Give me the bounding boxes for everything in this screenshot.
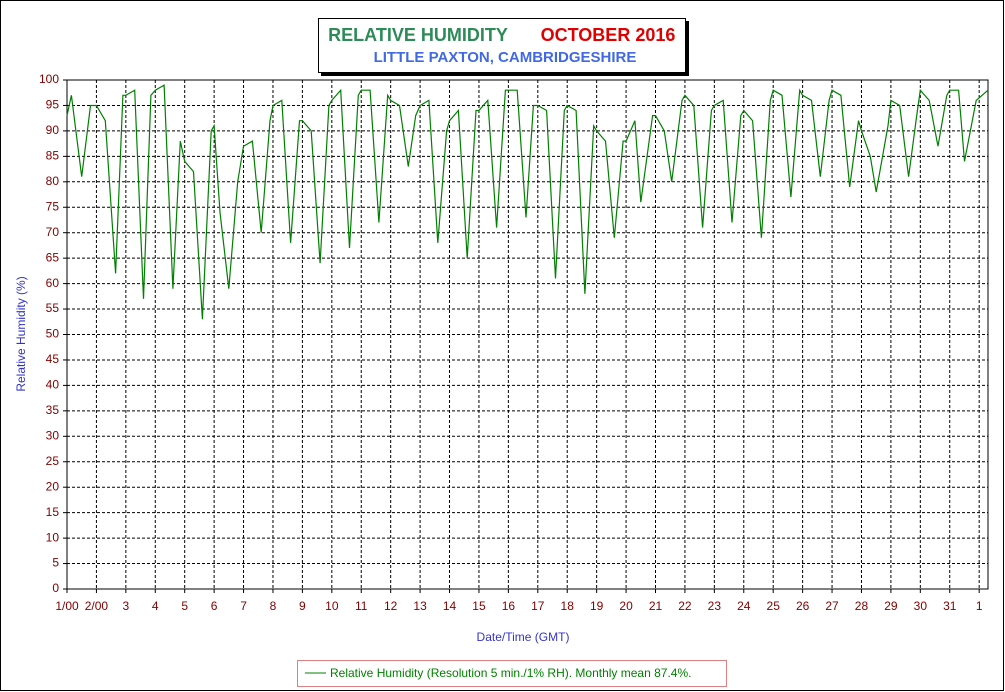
- x-tick-label: 11: [355, 599, 368, 613]
- y-tick-label: 60: [46, 276, 60, 290]
- x-tick-label: 26: [796, 599, 810, 613]
- title-box: [318, 18, 686, 73]
- x-tick-label: 3: [123, 599, 130, 613]
- x-tick-label: 21: [649, 599, 663, 613]
- x-tick-label: 20: [619, 599, 633, 613]
- x-tick-label: 30: [914, 599, 928, 613]
- x-tick-label: 1/00: [55, 599, 79, 613]
- y-tick-label: 55: [46, 301, 60, 315]
- y-tick-label: 30: [46, 428, 60, 442]
- x-tick-label: 5: [181, 599, 188, 613]
- y-axis-label: Relative Humidity (%): [14, 276, 28, 391]
- y-tick-label: 5: [52, 556, 59, 570]
- y-tick-label: 0: [52, 581, 59, 595]
- x-tick-label: 22: [678, 599, 692, 613]
- y-tick-label: 50: [46, 327, 60, 341]
- x-tick-label: 1: [976, 599, 983, 613]
- x-tick-label: 27: [825, 599, 839, 613]
- x-tick-label: 23: [708, 599, 722, 613]
- chart-title: RELATIVE HUMIDITY: [328, 25, 508, 45]
- y-tick-label: 25: [46, 454, 60, 468]
- legend-entry: Relative Humidity (Resolution 5 min./1% …: [330, 666, 691, 680]
- x-tick-label: 6: [211, 599, 218, 613]
- x-tick-label: 29: [884, 599, 898, 613]
- y-tick-label: 75: [46, 199, 60, 213]
- x-tick-label: 8: [270, 599, 277, 613]
- chart-period: OCTOBER 2016: [541, 25, 676, 45]
- chart-subtitle: LITTLE PAXTON, CAMBRIDGESHIRE: [374, 49, 637, 66]
- x-tick-label: 13: [413, 599, 427, 613]
- x-tick-label: 31: [943, 599, 957, 613]
- x-tick-label: 12: [384, 599, 398, 613]
- y-tick-label: 100: [39, 72, 59, 86]
- legend-box: [297, 660, 727, 687]
- y-tick-label: 20: [46, 479, 60, 493]
- x-axis-label: Date/Time (GMT): [477, 630, 570, 644]
- y-tick-label: 90: [46, 123, 60, 137]
- y-tick-label: 70: [46, 225, 60, 239]
- y-tick-label: 45: [46, 352, 60, 366]
- x-tick-label: 10: [325, 599, 339, 613]
- plot-border: [66, 79, 989, 590]
- x-tick-label: 18: [561, 599, 575, 613]
- x-tick-label: 14: [443, 599, 457, 613]
- y-tick-label: 95: [46, 98, 60, 112]
- x-tick-label: 17: [531, 599, 545, 613]
- x-tick-label: 24: [737, 599, 751, 613]
- y-tick-label: 65: [46, 250, 60, 264]
- y-tick-label: 15: [46, 505, 60, 519]
- y-tick-label: 10: [46, 530, 60, 544]
- x-tick-label: 2/00: [85, 599, 109, 613]
- series-line: [66, 84, 989, 320]
- x-tick-label: 7: [240, 599, 247, 613]
- x-tick-label: 4: [152, 599, 159, 613]
- x-tick-label: 25: [767, 599, 781, 613]
- x-tick-label: 9: [299, 599, 306, 613]
- y-tick-label: 80: [46, 174, 60, 188]
- x-tick-label: 15: [472, 599, 486, 613]
- y-tick-label: 40: [46, 378, 60, 392]
- x-tick-label: 19: [590, 599, 604, 613]
- y-tick-label: 35: [46, 403, 60, 417]
- x-tick-label: 16: [502, 599, 516, 613]
- x-tick-label: 28: [855, 599, 869, 613]
- y-tick-label: 85: [46, 149, 60, 163]
